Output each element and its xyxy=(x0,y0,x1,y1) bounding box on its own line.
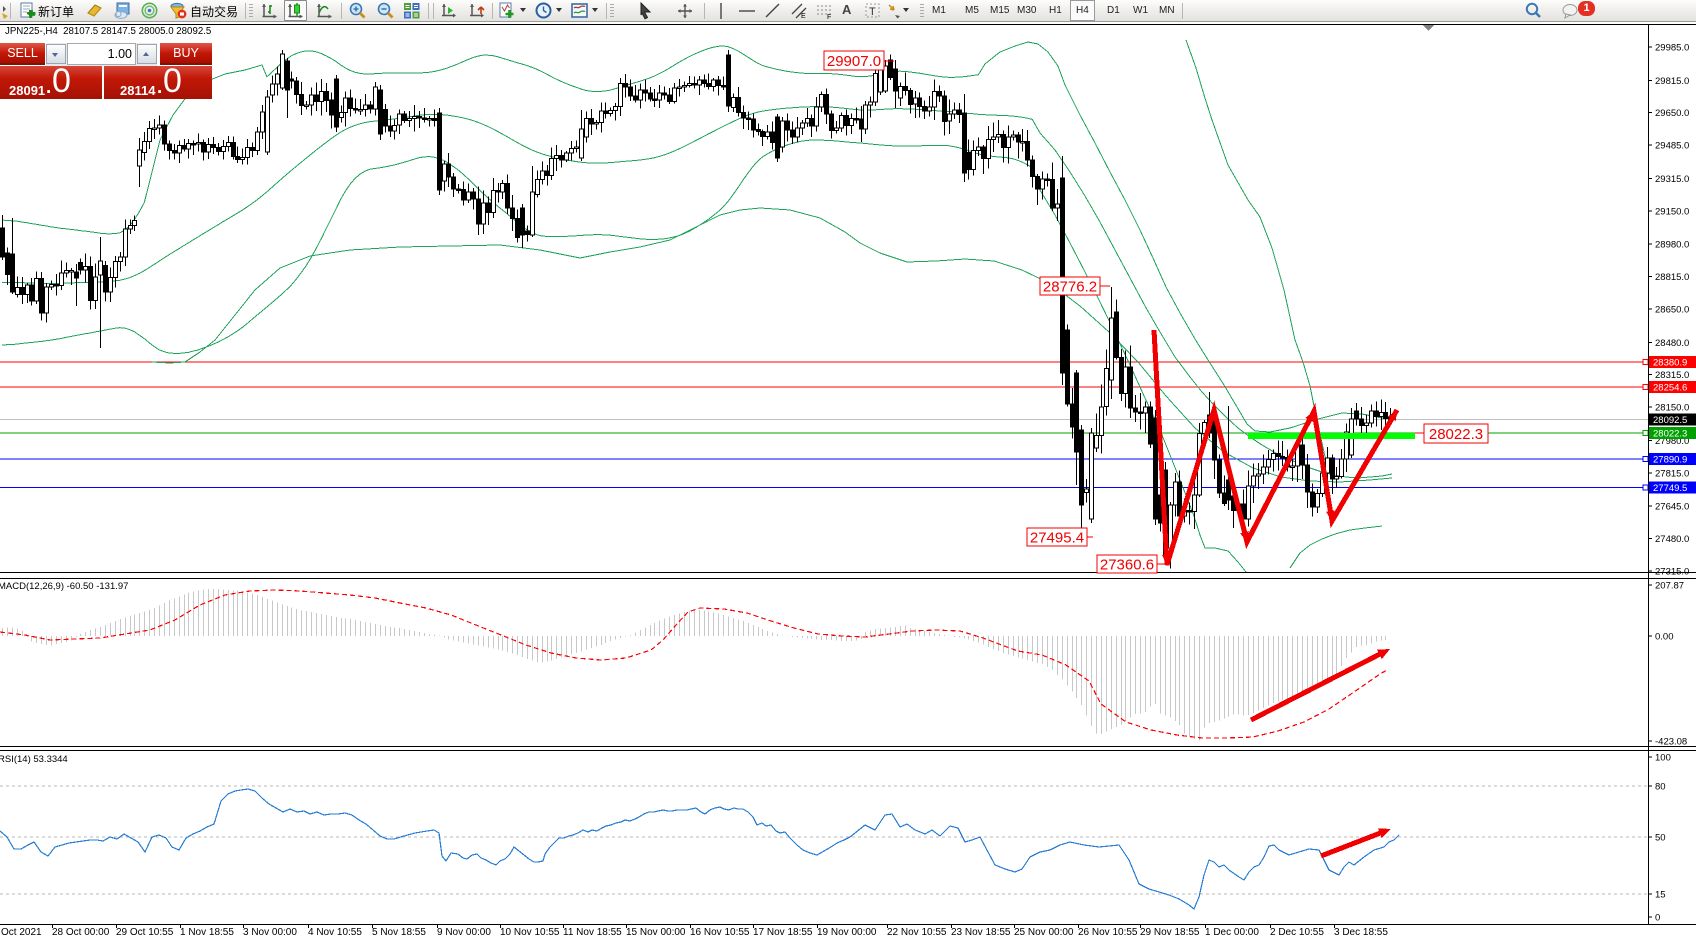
svg-text:28815.0: 28815.0 xyxy=(1655,272,1689,283)
svg-text:15 Nov 00:00: 15 Nov 00:00 xyxy=(626,927,686,938)
svg-text:29 Nov 18:55: 29 Nov 18:55 xyxy=(1140,927,1200,938)
svg-text:27749.5: 27749.5 xyxy=(1653,483,1687,494)
svg-text:27980.0: 27980.0 xyxy=(1655,436,1689,447)
svg-text:27890.9: 27890.9 xyxy=(1653,455,1687,466)
svg-text:15: 15 xyxy=(1655,890,1666,901)
svg-text:16 Nov 10:55: 16 Nov 10:55 xyxy=(690,927,750,938)
svg-text:3 Nov 00:00: 3 Nov 00:00 xyxy=(243,927,297,938)
svg-text:29815.0: 29815.0 xyxy=(1655,76,1689,87)
svg-text:22 Nov 10:55: 22 Nov 10:55 xyxy=(887,927,947,938)
svg-text:10 Nov 10:55: 10 Nov 10:55 xyxy=(500,927,560,938)
svg-text:50: 50 xyxy=(1655,833,1666,844)
svg-text:28 Oct 00:00: 28 Oct 00:00 xyxy=(52,927,110,938)
svg-text:11 Nov 18:55: 11 Nov 18:55 xyxy=(563,927,622,938)
svg-text:27815.0: 27815.0 xyxy=(1655,468,1689,479)
svg-text:Oct 2021: Oct 2021 xyxy=(1,927,42,938)
svg-text:E: E xyxy=(801,13,806,20)
svg-text:27480.0: 27480.0 xyxy=(1655,534,1689,545)
svg-text:5 Nov 18:55: 5 Nov 18:55 xyxy=(372,927,426,938)
svg-text:28150.0: 28150.0 xyxy=(1655,403,1689,414)
svg-text:0: 0 xyxy=(1655,913,1660,924)
svg-text:29907.0: 29907.0 xyxy=(827,53,881,70)
svg-text:17 Nov 18:55: 17 Nov 18:55 xyxy=(753,927,813,938)
svg-text:JPN225-,H4 28107.5 28147.5 28: JPN225-,H4 28107.5 28147.5 28005.0 28092… xyxy=(5,26,211,37)
svg-text:29650.0: 29650.0 xyxy=(1655,108,1689,119)
svg-text:27645.0: 27645.0 xyxy=(1655,502,1689,513)
svg-text:MACD(12,26,9) -60.50 -131.97: MACD(12,26,9) -60.50 -131.97 xyxy=(0,581,128,592)
svg-text:28022.3: 28022.3 xyxy=(1429,426,1483,443)
svg-text:28380.9: 28380.9 xyxy=(1653,358,1687,369)
svg-text:29985.0: 29985.0 xyxy=(1655,43,1689,54)
svg-text:29 Oct 10:55: 29 Oct 10:55 xyxy=(116,927,174,938)
svg-text:1 Nov 18:55: 1 Nov 18:55 xyxy=(180,927,234,938)
svg-text:80: 80 xyxy=(1655,782,1666,793)
svg-text:29485.0: 29485.0 xyxy=(1655,141,1689,152)
svg-text:9 Nov 00:00: 9 Nov 00:00 xyxy=(437,927,491,938)
svg-text:27495.4: 27495.4 xyxy=(1030,529,1084,546)
svg-text:4 Nov 10:55: 4 Nov 10:55 xyxy=(308,927,362,938)
svg-text:25 Nov 00:00: 25 Nov 00:00 xyxy=(1014,927,1074,938)
svg-text:27315.0: 27315.0 xyxy=(1655,566,1689,577)
svg-text:23 Nov 18:55: 23 Nov 18:55 xyxy=(951,927,1011,938)
svg-text:2 Dec 10:55: 2 Dec 10:55 xyxy=(1270,927,1324,938)
svg-text:19 Nov 00:00: 19 Nov 00:00 xyxy=(817,927,877,938)
svg-text:0.00: 0.00 xyxy=(1655,632,1674,643)
svg-text:28650.0: 28650.0 xyxy=(1655,304,1689,315)
svg-text:28254.6: 28254.6 xyxy=(1653,383,1687,394)
svg-text:26 Nov 10:55: 26 Nov 10:55 xyxy=(1078,927,1138,938)
svg-text:T: T xyxy=(869,6,876,18)
svg-text:28092.5: 28092.5 xyxy=(1653,415,1687,426)
svg-text:28776.2: 28776.2 xyxy=(1043,278,1097,295)
svg-text:F: F xyxy=(827,14,831,20)
svg-text:28315.0: 28315.0 xyxy=(1655,370,1689,381)
svg-text:3 Dec 18:55: 3 Dec 18:55 xyxy=(1334,927,1388,938)
svg-text:28480.0: 28480.0 xyxy=(1655,338,1689,349)
svg-text:28980.0: 28980.0 xyxy=(1655,240,1689,251)
svg-text:29315.0: 29315.0 xyxy=(1655,174,1689,185)
svg-text:1 Dec 00:00: 1 Dec 00:00 xyxy=(1205,927,1259,938)
svg-text:27360.6: 27360.6 xyxy=(1100,556,1154,573)
svg-text:RSI(14) 53.3344: RSI(14) 53.3344 xyxy=(0,754,68,765)
svg-text:207.87: 207.87 xyxy=(1655,581,1684,592)
svg-text:100: 100 xyxy=(1655,753,1671,764)
svg-text:28022.3: 28022.3 xyxy=(1653,429,1687,440)
svg-text:-423.08: -423.08 xyxy=(1655,737,1687,748)
svg-text:29150.0: 29150.0 xyxy=(1655,206,1689,217)
